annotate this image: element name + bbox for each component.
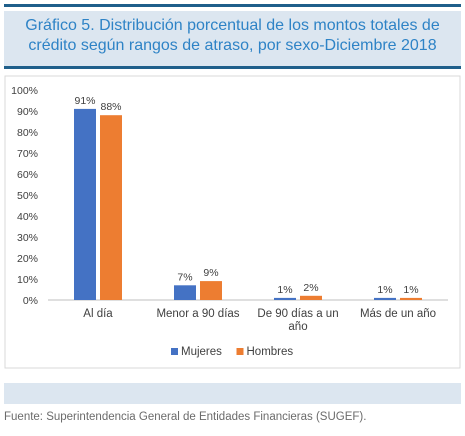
data-label: 7% — [177, 271, 192, 283]
y-tick-label: 100% — [11, 85, 38, 97]
data-label: 9% — [203, 267, 218, 279]
header-rule — [4, 66, 461, 69]
bar-hombres — [400, 297, 422, 300]
bar-chart: 0% 10% 20% 30% 40% 50% 60% 70% 80% 90% 100% 91% 88% A… — [4, 75, 461, 369]
data-label: 1% — [403, 284, 418, 296]
x-tick-label: Al día — [83, 308, 113, 320]
y-tick-label: 40% — [17, 211, 38, 223]
top-rule — [4, 4, 461, 7]
bar-mujeres — [74, 108, 96, 301]
y-tick-label: 50% — [17, 190, 38, 202]
y-tick-label: 0% — [23, 295, 38, 307]
y-tick-label: 30% — [17, 232, 38, 244]
bar-mujeres — [174, 285, 196, 300]
source-note: Fuente: Superintendencia General de Enti… — [4, 411, 367, 423]
legend-swatch-mujeres — [171, 348, 178, 355]
legend-swatch-hombres — [236, 348, 244, 355]
bar-hombres — [300, 295, 322, 300]
y-tick-label: 90% — [17, 106, 38, 118]
y-tick-label: 10% — [17, 274, 38, 286]
x-tick-label: De 90 días a un — [257, 308, 338, 320]
x-tick-label: año — [288, 321, 307, 333]
data-label: 88% — [100, 101, 121, 113]
legend-label: Mujeres — [181, 346, 222, 358]
y-tick-label: 80% — [17, 127, 38, 139]
x-tick-label: Más de un año — [360, 308, 436, 320]
y-tick-label: 70% — [17, 148, 38, 160]
bar-mujeres — [374, 297, 396, 300]
data-label: 1% — [377, 284, 392, 296]
header-band — [4, 11, 461, 66]
bar-hombres — [100, 115, 122, 300]
y-tick-label: 60% — [17, 169, 38, 181]
data-label: 1% — [277, 284, 292, 296]
bar-mujeres — [274, 297, 296, 300]
legend-label: Hombres — [247, 346, 294, 358]
y-tick-label: 20% — [17, 253, 38, 265]
chart-title: Gráfico 5. Distribución porcentual de lo… — [25, 17, 440, 54]
footer-band — [4, 383, 461, 404]
chart-border — [4, 75, 461, 369]
x-tick-label: Menor a 90 días — [156, 308, 239, 320]
data-label: 2% — [303, 282, 318, 294]
chart-area: 0% 10% 20% 30% 40% 50% 60% 70% 80% 90% 100% 91% 88% A… — [0, 74, 465, 374]
data-label: 91% — [74, 95, 95, 107]
bar-hombres — [200, 281, 222, 300]
